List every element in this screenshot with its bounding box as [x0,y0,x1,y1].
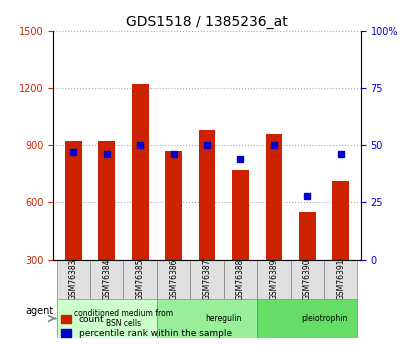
Bar [65,141,81,259]
Text: GSM76391: GSM76391 [335,258,344,300]
FancyBboxPatch shape [90,259,123,299]
FancyBboxPatch shape [56,299,157,338]
Text: pleiotrophin: pleiotrophin [300,314,346,323]
Text: GSM76390: GSM76390 [302,258,311,300]
FancyBboxPatch shape [157,259,190,299]
Text: conditioned medium from
BSN cells: conditioned medium from BSN cells [74,309,173,328]
FancyBboxPatch shape [290,259,323,299]
Text: GSM76383: GSM76383 [69,258,78,300]
FancyBboxPatch shape [223,259,256,299]
Bar [265,134,281,259]
Title: GDS1518 / 1385236_at: GDS1518 / 1385236_at [126,14,287,29]
FancyBboxPatch shape [190,259,223,299]
Text: GSM76389: GSM76389 [269,258,278,300]
Text: GSM76384: GSM76384 [102,258,111,300]
Text: GSM76387: GSM76387 [202,258,211,300]
Text: GSM76385: GSM76385 [135,258,144,300]
Bar [231,170,248,259]
FancyBboxPatch shape [256,299,357,338]
Bar [165,151,182,259]
FancyBboxPatch shape [123,259,157,299]
Text: GSM76388: GSM76388 [236,258,244,300]
FancyBboxPatch shape [157,299,256,338]
Text: agent: agent [26,306,54,316]
Text: GSM76386: GSM76386 [169,258,178,300]
Legend: count, percentile rank within the sample: count, percentile rank within the sample [58,312,234,341]
Bar [332,181,348,259]
FancyBboxPatch shape [56,259,90,299]
Bar [98,141,115,259]
Bar [298,212,315,259]
FancyBboxPatch shape [323,259,357,299]
Bar [198,130,215,259]
Bar [132,85,148,259]
Text: heregulin: heregulin [205,314,241,323]
FancyBboxPatch shape [256,259,290,299]
